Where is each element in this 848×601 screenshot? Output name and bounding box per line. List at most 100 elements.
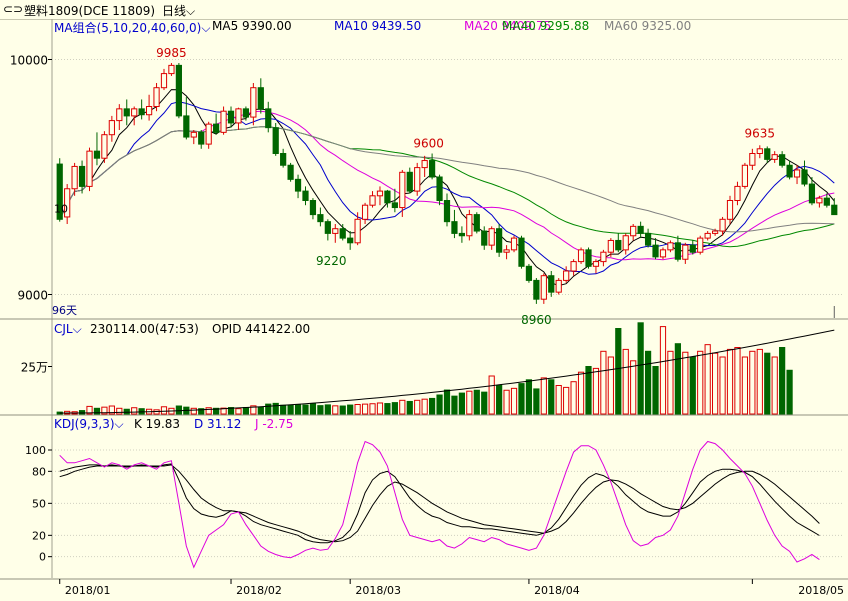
- ma40-line: [59, 126, 835, 248]
- volume-bar: [198, 408, 205, 415]
- candle-body: [466, 214, 473, 237]
- candle-body: [481, 230, 488, 246]
- candle-body: [108, 120, 115, 136]
- volume-bar: [563, 386, 570, 415]
- volume-bar: [175, 405, 182, 415]
- candle-body: [64, 188, 71, 218]
- volume-bar: [93, 407, 101, 415]
- candle-body: [175, 64, 182, 117]
- ma10-value: MA10 9439.50: [334, 19, 422, 33]
- candle-body: [503, 249, 510, 253]
- kdj-d-value: D 31.12: [194, 417, 242, 431]
- chevron-down-icon[interactable]: ⌵: [186, 4, 196, 18]
- volume-bar: [510, 387, 518, 415]
- volume-bar: [272, 402, 279, 415]
- volume-bar: [719, 356, 726, 415]
- candle-body: [287, 164, 294, 180]
- ma-indicator-label: MA组合(5,10,20,40,60,0): [54, 21, 202, 35]
- ma-indicator-selector[interactable]: MA组合(5,10,20,40,60,0)⌵: [54, 19, 210, 36]
- kdj-indicator-label: KDJ(9,3,3): [54, 417, 115, 431]
- volume-bar: [533, 388, 540, 415]
- candle-body: [458, 232, 466, 237]
- volume-bar: [339, 405, 346, 415]
- link-icon[interactable]: ⊂⊃: [3, 2, 24, 16]
- candle-body: [786, 164, 793, 178]
- candle-body: [227, 110, 235, 124]
- volume-bar: [771, 356, 778, 415]
- volume-indicator-selector[interactable]: CJL⌵: [54, 322, 82, 337]
- price-tick-label: 10000: [10, 54, 48, 68]
- volume-indicator-label: CJL: [54, 322, 73, 336]
- candle-body: [630, 225, 637, 237]
- candle-body: [384, 190, 391, 204]
- candle-body: [563, 270, 570, 281]
- candle-body: [793, 169, 801, 178]
- candle-body: [451, 221, 458, 234]
- candle-body: [436, 176, 443, 201]
- candle-body: [496, 228, 503, 253]
- candle-body: [518, 237, 525, 267]
- chevron-down-icon[interactable]: ⌵: [201, 21, 211, 35]
- volume-bar: [406, 400, 413, 415]
- volume-bar: [786, 369, 793, 415]
- kdj-indicator-selector[interactable]: KDJ(9,3,3)⌵: [54, 417, 124, 432]
- candle-body: [183, 115, 190, 138]
- ma5-value: MA5 9390.00: [212, 19, 292, 33]
- volume-bar: [160, 406, 168, 415]
- candle-body: [116, 108, 123, 122]
- volume-bar: [779, 347, 786, 415]
- opid-value: OPID 441422.00: [212, 322, 311, 336]
- volume-bar: [123, 408, 130, 415]
- volume-bar: [637, 322, 644, 415]
- volume-bar: [488, 375, 495, 415]
- candle-body: [153, 87, 160, 107]
- volume-bar: [354, 404, 361, 415]
- high-annotation-9985: 9985: [156, 46, 187, 60]
- candle-body: [607, 239, 614, 253]
- volume-bar: [697, 350, 704, 415]
- candle-body: [689, 244, 696, 253]
- kdj-d-line: [59, 464, 820, 543]
- volume-bar: [682, 351, 689, 415]
- opid-line: [59, 329, 835, 414]
- candle-body: [510, 237, 518, 251]
- x-axis-label: 2018/03: [355, 584, 401, 597]
- candle-body: [719, 218, 726, 232]
- volume-bar: [473, 389, 480, 415]
- candle-body: [667, 242, 674, 251]
- volume-bar: [630, 360, 637, 415]
- chevron-down-icon[interactable]: ⌵: [72, 322, 82, 336]
- volume-bar: [138, 408, 145, 415]
- marker-10-label: 10: [54, 203, 68, 216]
- ma10-line: [59, 101, 835, 275]
- instrument-name[interactable]: 塑料1809(DCE 11809): [24, 4, 156, 18]
- volume-bar: [399, 399, 406, 415]
- candle-body: [198, 131, 205, 145]
- chevron-down-icon[interactable]: ⌵: [114, 417, 124, 431]
- high-annotation-9635: 9635: [745, 126, 776, 140]
- volume-bar: [376, 402, 384, 415]
- volume-bar: [481, 391, 488, 415]
- volume-bar: [294, 404, 302, 415]
- volume-bar: [652, 366, 659, 415]
- volume-bar: [749, 350, 756, 415]
- candle-body: [570, 261, 577, 272]
- price-tick-label: 9000: [17, 289, 48, 303]
- low-annotation-8960: 8960: [521, 313, 552, 327]
- candle-body: [376, 190, 384, 197]
- candle-body: [242, 108, 250, 118]
- candle-body: [443, 200, 451, 223]
- candle-body: [831, 204, 838, 216]
- volume-bar: [391, 402, 398, 415]
- candle-body: [585, 249, 592, 267]
- volume-bar: [242, 407, 250, 415]
- period-selector[interactable]: 日线⌵: [162, 2, 195, 19]
- candle-body: [168, 64, 175, 75]
- high-annotation-9600: 9600: [413, 137, 444, 151]
- x-axis-label: 2018/05: [798, 584, 844, 597]
- candle-body: [779, 154, 786, 166]
- volume-bar: [227, 407, 235, 415]
- candle-body: [764, 148, 771, 160]
- x-axis-label: 2018/02: [236, 584, 282, 597]
